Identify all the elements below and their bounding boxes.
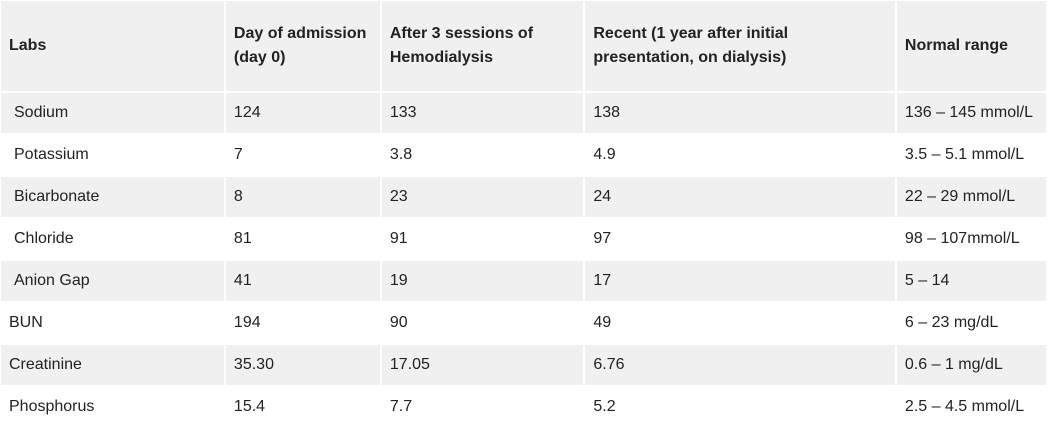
header-after-hemodialysis: After 3 sessions of Hemodialysis <box>381 1 584 91</box>
cell-day0: 81 <box>225 219 380 259</box>
cell-recent: 24 <box>585 177 895 217</box>
header-recent: Recent (1 year after initial presentatio… <box>585 1 895 91</box>
cell-normal-range: 136 – 145 mmol/L <box>896 93 1046 133</box>
cell-after-hd: 23 <box>381 177 584 217</box>
cell-after-hd: 19 <box>381 261 584 301</box>
cell-normal-range: 5 – 14 <box>896 261 1046 301</box>
cell-lab: Creatinine <box>1 345 224 385</box>
table-row: Creatinine 35.30 17.05 6.76 0.6 – 1 mg/d… <box>1 345 1046 385</box>
header-normal-range: Normal range <box>896 1 1046 91</box>
table-row: Anion Gap 41 19 17 5 – 14 <box>1 261 1046 301</box>
table-body: Sodium 124 133 138 136 – 145 mmol/L Pota… <box>1 93 1046 427</box>
cell-normal-range: 22 – 29 mmol/L <box>896 177 1046 217</box>
cell-lab: Phosphorus <box>1 387 224 427</box>
cell-day0: 8 <box>225 177 380 217</box>
cell-recent: 6.76 <box>585 345 895 385</box>
header-day-of-admission: Day of admission (day 0) <box>225 1 380 91</box>
cell-recent: 49 <box>585 303 895 343</box>
cell-normal-range: 6 – 23 mg/dL <box>896 303 1046 343</box>
cell-day0: 41 <box>225 261 380 301</box>
table-row: Sodium 124 133 138 136 – 145 mmol/L <box>1 93 1046 133</box>
cell-normal-range: 0.6 – 1 mg/dL <box>896 345 1046 385</box>
cell-day0: 35.30 <box>225 345 380 385</box>
cell-after-hd: 133 <box>381 93 584 133</box>
table-header: Labs Day of admission (day 0) After 3 se… <box>1 1 1046 91</box>
cell-recent: 17 <box>585 261 895 301</box>
cell-lab: Potassium <box>1 135 224 175</box>
header-labs: Labs <box>1 1 224 91</box>
cell-recent: 138 <box>585 93 895 133</box>
cell-lab: Bicarbonate <box>1 177 224 217</box>
cell-lab: Sodium <box>1 93 224 133</box>
header-row: Labs Day of admission (day 0) After 3 se… <box>1 1 1046 91</box>
cell-lab: Chloride <box>1 219 224 259</box>
cell-after-hd: 7.7 <box>381 387 584 427</box>
cell-normal-range: 2.5 – 4.5 mmol/L <box>896 387 1046 427</box>
cell-day0: 194 <box>225 303 380 343</box>
cell-after-hd: 3.8 <box>381 135 584 175</box>
cell-day0: 7 <box>225 135 380 175</box>
cell-day0: 124 <box>225 93 380 133</box>
cell-after-hd: 17.05 <box>381 345 584 385</box>
cell-lab: BUN <box>1 303 224 343</box>
cell-recent: 4.9 <box>585 135 895 175</box>
cell-normal-range: 3.5 – 5.1 mmol/L <box>896 135 1046 175</box>
table-row: Potassium 7 3.8 4.9 3.5 – 5.1 mmol/L <box>1 135 1046 175</box>
table-row: Chloride 81 91 97 98 – 107mmol/L <box>1 219 1046 259</box>
cell-after-hd: 90 <box>381 303 584 343</box>
cell-normal-range: 98 – 107mmol/L <box>896 219 1046 259</box>
table-row: Bicarbonate 8 23 24 22 – 29 mmol/L <box>1 177 1046 217</box>
cell-recent: 97 <box>585 219 895 259</box>
cell-lab: Anion Gap <box>1 261 224 301</box>
cell-after-hd: 91 <box>381 219 584 259</box>
table-row: Phosphorus 15.4 7.7 5.2 2.5 – 4.5 mmol/L <box>1 387 1046 427</box>
cell-recent: 5.2 <box>585 387 895 427</box>
table-row: BUN 194 90 49 6 – 23 mg/dL <box>1 303 1046 343</box>
cell-day0: 15.4 <box>225 387 380 427</box>
